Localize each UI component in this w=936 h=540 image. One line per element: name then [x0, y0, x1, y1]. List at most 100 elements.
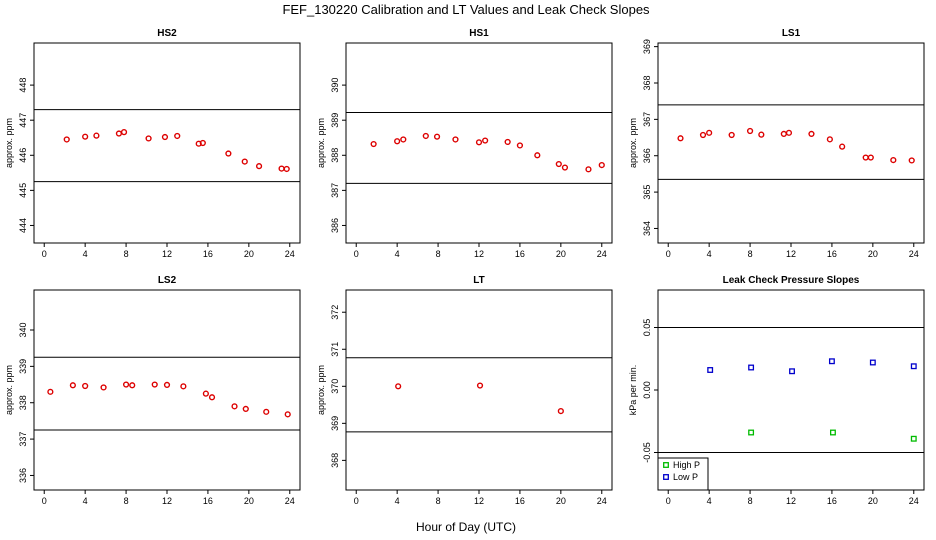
panel-6-series-1-point	[910, 435, 917, 442]
panel-1-series-1-point	[283, 165, 290, 173]
panel-5-series-1-point	[476, 382, 484, 389]
panel-3: LS1 0 4 8 12 16 20 24 364 365 366 367 368 369 approx. …	[628, 28, 925, 259]
panel-3-title: LS1	[782, 28, 801, 39]
panel-2-series-1-point	[394, 138, 401, 145]
panel-1-series-1-point	[241, 158, 248, 165]
panel-5-x-tick-label: 4	[395, 496, 400, 506]
panel-3-x-tick-label: 0	[666, 249, 671, 259]
panel-5-x-tick-label: 20	[556, 496, 566, 506]
panel-6-x-tick-label: 20	[868, 496, 878, 506]
panel-1-series-1-point	[93, 132, 100, 139]
panel-1-x-tick-label: 12	[162, 249, 172, 259]
panel-4-x-tick-label: 12	[162, 496, 172, 506]
panel-3-series-1-point	[746, 127, 754, 135]
panel-4-frame	[33, 289, 301, 491]
panel-3-y-tick-label: 364	[642, 221, 652, 236]
panel-6-series-2-point	[707, 367, 714, 373]
panel-5-x-tick-label: 8	[436, 496, 441, 506]
panel-2-series-1-point	[482, 137, 489, 144]
panel-2-y-tick-label: 388	[330, 148, 340, 163]
panel-4-series-1-point	[69, 382, 76, 389]
panel-1-series-1-point	[278, 165, 285, 172]
panel-3-series-1-point	[826, 136, 833, 143]
panel-2-series-1-point	[585, 166, 592, 173]
panel-4-y-tick-label: 338	[18, 395, 28, 410]
panel-1-x-tick-label: 16	[203, 249, 213, 259]
panel-2-series-1-point	[555, 160, 562, 168]
panel-1-y-tick-label: 444	[18, 218, 28, 233]
panel-4-series-1-point	[163, 381, 171, 389]
panel-2-y-tick-label: 387	[330, 183, 340, 198]
panel-4-x-tick-label: 24	[285, 496, 295, 506]
panel-3-series-1-point	[677, 135, 684, 142]
panel-3-series-1-point	[808, 130, 815, 138]
panel-3-y-axis-label: approx. ppm	[628, 118, 638, 168]
panel-1-frame	[33, 42, 301, 244]
figure-title: FEF_130220 Calibration and LT Values and…	[282, 2, 650, 17]
panel-4-title: LS2	[158, 275, 177, 286]
panel-2-series-1-point	[422, 132, 429, 140]
panel-1-x-tick-label: 4	[83, 249, 88, 259]
panel-6-x-tick-label: 16	[827, 496, 837, 506]
panel-1-x-tick-label: 0	[42, 249, 47, 259]
panel-1: HS2 0 4 8 12 16 20 24 444 445 446 447 448 approx. ppm	[4, 28, 301, 259]
panel-2-series-1-point	[370, 140, 377, 148]
panel-5-x-tick-label: 24	[597, 496, 607, 506]
panel-6-series-1-point	[748, 429, 755, 436]
panel-6-title: Leak Check Pressure Slopes	[723, 275, 860, 286]
panel-2-series-1-point	[504, 138, 511, 146]
panel-3-x-tick-label: 20	[868, 249, 878, 259]
panel-2-x-tick-label: 16	[515, 249, 525, 259]
panel-5-title: LT	[473, 275, 484, 286]
panel-6-series-2-point	[828, 358, 835, 365]
panel-4-series-1-point	[151, 381, 158, 388]
panel-1-y-tick-label: 447	[18, 113, 28, 128]
panel-6-legend-label: Low P	[673, 472, 698, 482]
panel-6-legend-marker	[663, 474, 669, 480]
panel-1-y-tick-label: 445	[18, 183, 28, 198]
panel-5-y-axis-label: approx. ppm	[316, 365, 326, 415]
panel-2-series-1-point	[433, 133, 441, 140]
panel-2-y-tick-label: 386	[330, 218, 340, 233]
panel-4-y-tick-label: 339	[18, 359, 28, 374]
panel-5: LT 0 4 8 12 16 20 24 368 369 370 371 372 approx. ppm	[316, 275, 613, 506]
panel-6-y-tick-label: 0.05	[642, 319, 652, 337]
panel-1-series-1-point	[255, 163, 263, 170]
panel-2-x-tick-label: 8	[436, 249, 441, 259]
panel-1-x-tick-label: 24	[285, 249, 295, 259]
panel-1-y-axis-label: approx. ppm	[4, 118, 14, 168]
panel-5-x-tick-label: 0	[354, 496, 359, 506]
panel-2-y-tick-label: 389	[330, 113, 340, 128]
panel-3-frame	[657, 42, 925, 244]
panel-2-series-1-point	[534, 152, 541, 159]
panel-1-series-1-point	[145, 135, 152, 142]
panel-6-series-2-point	[910, 363, 917, 370]
panel-5-y-tick-label: 372	[330, 305, 340, 320]
panel-4-y-tick-label: 337	[18, 432, 28, 447]
panel-2-frame	[345, 42, 613, 244]
panel-3-x-tick-label: 4	[707, 249, 712, 259]
panel-3-series-1-point	[706, 129, 713, 136]
panel-1-y-tick-label: 448	[18, 78, 28, 93]
panel-3-x-tick-label: 8	[748, 249, 753, 259]
panel-3-series-1-point	[785, 129, 793, 136]
panel-3-x-tick-label: 12	[786, 249, 796, 259]
panel-5-y-tick-label: 369	[330, 416, 340, 431]
panel-2-x-tick-label: 20	[556, 249, 566, 259]
panel-3-x-tick-label: 24	[909, 249, 919, 259]
panel-1-series-1-point	[174, 132, 181, 140]
panel-2-series-1-point	[452, 136, 459, 143]
panel-3-series-1-point	[780, 130, 787, 138]
panel-5-x-tick-label: 12	[474, 496, 484, 506]
panel-1-series-1-point	[82, 133, 89, 140]
panel-4-x-tick-label: 0	[42, 496, 47, 506]
panel-4-y-axis-label: approx. ppm	[4, 365, 14, 415]
panel-6-x-tick-label: 4	[707, 496, 712, 506]
panel-5-series-1-point	[395, 383, 402, 390]
panel-4-series-1-point	[122, 381, 130, 388]
panel-3-x-tick-label: 16	[827, 249, 837, 259]
panel-3-series-1-point	[699, 131, 707, 139]
panel-4-series-1-point	[284, 411, 291, 418]
